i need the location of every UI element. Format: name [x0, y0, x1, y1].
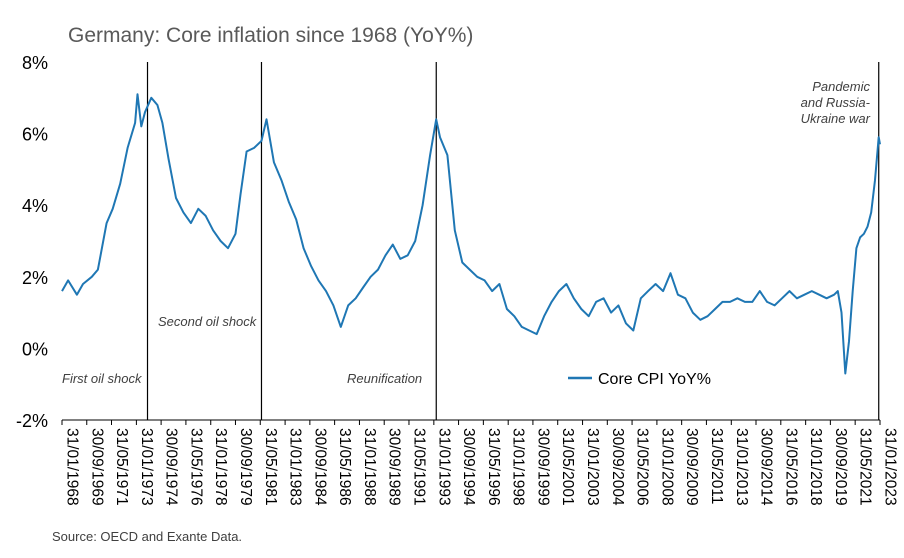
chart-title: Germany: Core inflation since 1968 (YoY%…	[68, 24, 474, 47]
event-annotation-3: Pandemic and Russia-Ukraine war	[801, 79, 871, 126]
event-marker-lines	[146, 62, 880, 420]
x-axis: 31/01/1968 30/09/1969 31/05/1971 31/01/1973…	[61, 419, 899, 506]
source-note: Source: OECD and Exante Data.	[52, 529, 243, 544]
x-tick-label: 31/01/1973	[138, 428, 155, 506]
x-tick-label: 31/01/1993	[435, 428, 452, 506]
x-tick-label: 31/05/2006	[634, 428, 651, 506]
x-tick-label: 31/05/1991	[410, 428, 427, 506]
y-tick-label: 4%	[22, 196, 48, 216]
x-tick-label: 31/05/1971	[113, 428, 130, 506]
x-tick-label: 31/01/2013	[733, 428, 750, 506]
x-tick-label: 30/09/1969	[88, 428, 105, 506]
x-tick-label: 31/01/1983	[287, 428, 304, 506]
x-tick-label: 31/01/1988	[361, 428, 378, 506]
x-tick-label: 30/09/1974	[163, 428, 180, 506]
event-annotation-1: Second oil shock	[158, 314, 258, 329]
x-tick-label: 30/09/2019	[832, 428, 849, 506]
x-tick-label: 30/09/2004	[609, 428, 626, 506]
x-tick-label: 31/01/1998	[510, 428, 527, 506]
series-line-0	[61, 93, 881, 375]
legend: Core CPI YoY%	[568, 371, 711, 388]
x-tick-label: 31/01/2003	[584, 428, 601, 506]
x-tick-label: 30/09/1999	[534, 428, 551, 506]
x-tick-label: 30/09/1994	[460, 428, 477, 506]
x-tick-label: 30/09/2009	[683, 428, 700, 506]
x-tick-label: 30/09/1979	[237, 428, 254, 506]
series-layer	[61, 93, 881, 375]
x-tick-label: 31/05/2011	[708, 428, 725, 504]
legend-label: Core CPI YoY%	[598, 371, 711, 388]
x-tick-label: 31/05/2016	[782, 428, 799, 506]
event-annotations: First oil shock Second oil shock Reunifica…	[62, 79, 871, 386]
x-tick-label: 31/05/1986	[336, 428, 353, 506]
y-tick-label: -2%	[16, 411, 48, 431]
y-tick-label: 2%	[22, 268, 48, 288]
y-tick-label: 6%	[22, 125, 48, 145]
x-tick-label: 31/01/1978	[212, 428, 229, 506]
x-tick-label: 30/09/1989	[386, 428, 403, 506]
x-tick-label: 31/01/2008	[658, 428, 675, 506]
event-annotation-2: Reunification	[347, 371, 422, 386]
x-tick-label: 31/05/2021	[857, 428, 874, 506]
y-tick-label: 0%	[22, 339, 48, 359]
x-tick-label: 31/05/1996	[485, 428, 502, 506]
x-tick-label: 30/09/1984	[311, 428, 328, 506]
x-tick-label: 31/05/2001	[559, 428, 576, 506]
y-tick-label: 8%	[22, 53, 48, 73]
event-annotation-0: First oil shock	[62, 371, 143, 386]
x-tick-label: 30/09/2014	[758, 428, 775, 506]
y-axis: 8% 6% 4% 2% 0% -2%	[16, 53, 48, 431]
x-tick-label: 31/01/2018	[807, 428, 824, 506]
x-tick-label: 31/05/1981	[262, 428, 279, 506]
x-tick-label: 31/05/1976	[187, 428, 204, 506]
x-tick-label: 31/01/2023	[882, 428, 899, 506]
x-tick-label: 31/01/1968	[64, 428, 81, 506]
